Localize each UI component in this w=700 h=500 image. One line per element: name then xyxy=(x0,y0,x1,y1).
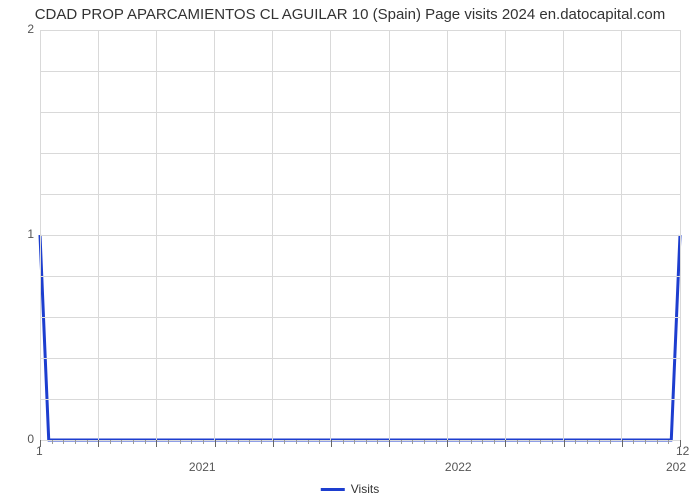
x-minor-tick xyxy=(319,440,320,444)
x-minor-tick xyxy=(412,440,413,444)
x-major-tick xyxy=(680,440,681,447)
x-minor-tick xyxy=(203,440,204,444)
x-minor-tick xyxy=(308,440,309,444)
h-minor-gridline xyxy=(40,153,680,154)
v-gridline xyxy=(330,30,331,440)
x-minor-tick xyxy=(540,440,541,444)
legend-label: Visits xyxy=(351,482,379,496)
x-minor-tick xyxy=(284,440,285,444)
v-gridline xyxy=(680,30,681,440)
v-gridline xyxy=(505,30,506,440)
x-minor-tick xyxy=(75,440,76,444)
x-major-tick xyxy=(156,440,157,447)
x-minor-tick xyxy=(610,440,611,444)
x-minor-tick xyxy=(552,440,553,444)
x-minor-tick xyxy=(249,440,250,444)
chart-title: CDAD PROP APARCAMIENTOS CL AGUILAR 10 (S… xyxy=(0,0,700,23)
h-minor-gridline xyxy=(40,71,680,72)
x-minor-tick xyxy=(180,440,181,444)
x-minor-tick xyxy=(401,440,402,444)
x-minor-tick xyxy=(133,440,134,444)
x-minor-tick xyxy=(668,440,669,444)
visits-line xyxy=(40,235,680,440)
x-minor-tick xyxy=(63,440,64,444)
x-minor-tick xyxy=(471,440,472,444)
x-minor-tick xyxy=(494,440,495,444)
v-gridline xyxy=(272,30,273,440)
x-minor-tick xyxy=(52,440,53,444)
x-minor-tick xyxy=(168,440,169,444)
v-gridline xyxy=(98,30,99,440)
x-major-tick xyxy=(622,440,623,447)
h-minor-gridline xyxy=(40,276,680,277)
x-minor-tick xyxy=(529,440,530,444)
x-minor-tick xyxy=(436,440,437,444)
y-tick-label: 2 xyxy=(27,22,34,36)
y-tick-label: 0 xyxy=(27,432,34,446)
legend: Visits xyxy=(321,482,379,496)
x-year-label: 202 xyxy=(666,460,686,474)
v-gridline xyxy=(563,30,564,440)
v-gridline xyxy=(156,30,157,440)
x-minor-tick xyxy=(482,440,483,444)
x-minor-tick xyxy=(366,440,367,444)
v-gridline xyxy=(40,30,41,440)
legend-swatch xyxy=(321,488,345,491)
h-gridline xyxy=(40,440,680,441)
x-major-tick xyxy=(273,440,274,447)
x-minor-tick xyxy=(599,440,600,444)
h-gridline xyxy=(40,30,680,31)
h-minor-gridline xyxy=(40,317,680,318)
h-gridline xyxy=(40,235,680,236)
x-minor-tick xyxy=(110,440,111,444)
x-major-tick xyxy=(389,440,390,447)
x-minor-tick xyxy=(424,440,425,444)
x-minor-tick xyxy=(587,440,588,444)
x-major-tick xyxy=(331,440,332,447)
x-year-label: 2022 xyxy=(445,460,472,474)
y-tick-label: 1 xyxy=(27,227,34,241)
v-gridline xyxy=(214,30,215,440)
x-minor-tick xyxy=(517,440,518,444)
x-minor-tick xyxy=(296,440,297,444)
x-tick-label: 12 xyxy=(676,444,689,458)
x-minor-tick xyxy=(238,440,239,444)
x-minor-tick xyxy=(343,440,344,444)
h-minor-gridline xyxy=(40,399,680,400)
h-minor-gridline xyxy=(40,358,680,359)
x-minor-tick xyxy=(145,440,146,444)
x-major-tick xyxy=(564,440,565,447)
v-gridline xyxy=(389,30,390,440)
h-minor-gridline xyxy=(40,194,680,195)
x-minor-tick xyxy=(191,440,192,444)
x-minor-tick xyxy=(261,440,262,444)
x-minor-tick xyxy=(657,440,658,444)
chart-container: CDAD PROP APARCAMIENTOS CL AGUILAR 10 (S… xyxy=(0,0,700,500)
x-minor-tick xyxy=(633,440,634,444)
x-minor-tick xyxy=(575,440,576,444)
v-gridline xyxy=(621,30,622,440)
x-minor-tick xyxy=(645,440,646,444)
x-minor-tick xyxy=(87,440,88,444)
v-gridline xyxy=(447,30,448,440)
x-year-label: 2021 xyxy=(189,460,216,474)
x-major-tick xyxy=(505,440,506,447)
x-minor-tick xyxy=(354,440,355,444)
x-minor-tick xyxy=(226,440,227,444)
x-major-tick xyxy=(215,440,216,447)
plot-area xyxy=(40,30,680,440)
h-minor-gridline xyxy=(40,112,680,113)
x-minor-tick xyxy=(121,440,122,444)
x-major-tick xyxy=(40,440,41,447)
x-major-tick xyxy=(98,440,99,447)
x-minor-tick xyxy=(459,440,460,444)
x-minor-tick xyxy=(377,440,378,444)
x-major-tick xyxy=(447,440,448,447)
